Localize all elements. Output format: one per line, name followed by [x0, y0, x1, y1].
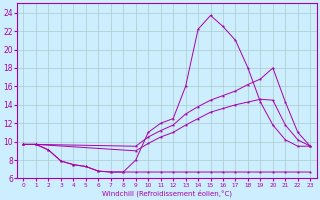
X-axis label: Windchill (Refroidissement éolien,°C): Windchill (Refroidissement éolien,°C): [102, 189, 232, 197]
